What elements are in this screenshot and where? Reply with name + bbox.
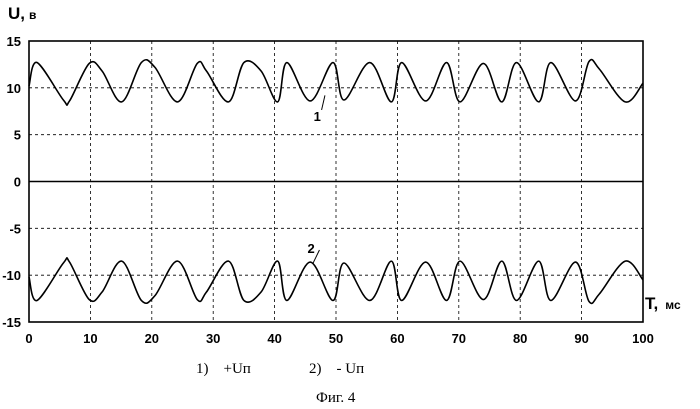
series-line-1 — [29, 60, 643, 106]
x-tick-label: 70 — [452, 331, 466, 346]
y-tick-label: -10 — [2, 268, 21, 283]
x-tick-label: 80 — [513, 331, 527, 346]
y-tick-label: 15 — [7, 34, 21, 49]
x-tick-label: 60 — [390, 331, 404, 346]
legend-item-1: 1) +Uп — [196, 361, 251, 377]
series-label-leader — [322, 95, 325, 110]
x-tick-label: 50 — [329, 331, 343, 346]
x-tick-label: 90 — [574, 331, 588, 346]
y-tick-label: -5 — [9, 221, 21, 236]
x-tick-label: 100 — [632, 331, 654, 346]
series-label-1: 1 — [314, 109, 321, 124]
x-tick-label: 0 — [25, 331, 32, 346]
x-tick-label: 40 — [267, 331, 281, 346]
x-tick-label: 10 — [83, 331, 97, 346]
figure-caption: Фиг. 4 — [316, 390, 356, 406]
x-tick-label: 30 — [206, 331, 220, 346]
series-label-2: 2 — [307, 241, 314, 256]
y-tick-label: 0 — [14, 175, 21, 190]
ticks: 0102030405060708090100151050-5-10-15 — [2, 34, 654, 346]
y-tick-label: -15 — [2, 315, 21, 330]
x-tick-label: 20 — [145, 331, 159, 346]
y-tick-label: 10 — [7, 81, 21, 96]
y-tick-label: 5 — [14, 128, 21, 143]
legend-item-2: 2) - Uп — [309, 361, 364, 377]
x-axis-title: T,мс — [645, 294, 681, 313]
y-axis-title: U,в — [8, 4, 36, 23]
